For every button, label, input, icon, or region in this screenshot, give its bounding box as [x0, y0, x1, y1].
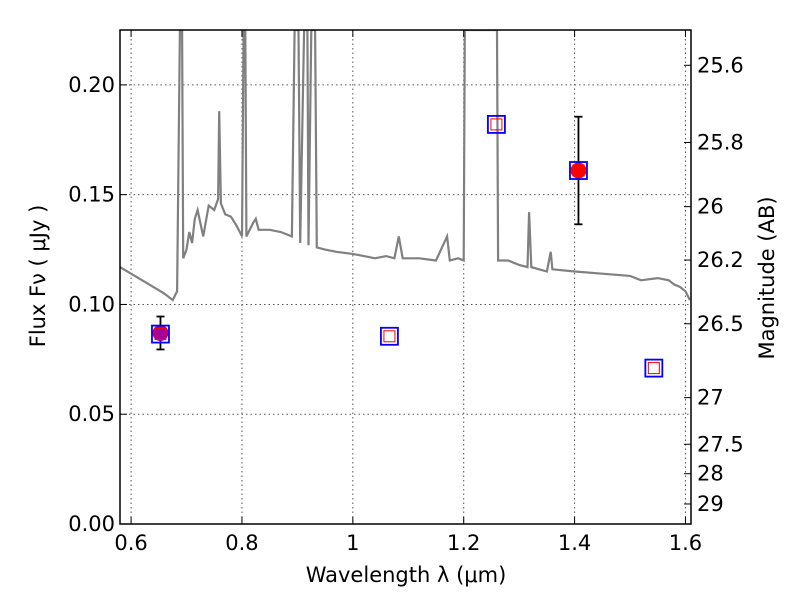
y-axis-label-right: Magnitude (AB): [755, 196, 779, 359]
right-tick-label: 26.2: [697, 248, 744, 272]
model-point-inner: [572, 164, 585, 177]
right-tick-label: 29: [697, 492, 724, 516]
model-point-outer: [644, 358, 664, 378]
right-tick-label: 27: [697, 386, 724, 410]
spectrum-series: [120, 30, 691, 302]
y-tick-label: 0.15: [68, 183, 115, 207]
model-point-outer: [569, 161, 588, 180]
x-tick-label: 1: [346, 531, 359, 555]
right-tick-label: 27.5: [697, 432, 744, 456]
x-tick-label: 1.2: [447, 531, 480, 555]
x-axis-label: Wavelength λ (μm): [306, 563, 507, 587]
spectrum-line: [120, 30, 691, 302]
y-axis-label-left: Flux Fν ( μJy ): [26, 205, 50, 348]
right-tick-label: 26.5: [697, 312, 744, 336]
y-tick-label: 0.10: [68, 292, 115, 316]
right-tick-label: 26: [697, 195, 724, 219]
model-point-outer: [487, 115, 506, 134]
x-tick-label: 0.6: [114, 531, 147, 555]
model-point-inner: [490, 118, 503, 131]
model-point-inner: [154, 328, 167, 341]
grid-lines: [120, 30, 691, 525]
right-tick-label: 25.6: [697, 53, 744, 77]
model-point-outer: [151, 324, 170, 344]
observed-point: [570, 162, 587, 179]
axis-ticks: 0.6 0.8 1 1.2 1.4 1.6 0.00 0.05 0.10 0.15 0.20 25.6…: [68, 30, 744, 555]
y-tick-label: 0.05: [68, 402, 115, 426]
plot-frame: [119, 29, 692, 525]
x-tick-label: 1.4: [558, 531, 591, 555]
right-tick-label: 25.8: [697, 130, 744, 154]
x-tick-label: 1.6: [669, 531, 702, 555]
model-point-inner: [383, 330, 396, 343]
model-point-outer: [380, 326, 399, 346]
photometry-points: [151, 115, 664, 378]
model-point-inner: [647, 362, 660, 375]
y-tick-label: 0.20: [68, 73, 115, 97]
y-tick-label: 0.00: [68, 512, 115, 536]
right-tick-label: 28: [697, 462, 724, 486]
x-tick-label: 0.8: [225, 531, 258, 555]
